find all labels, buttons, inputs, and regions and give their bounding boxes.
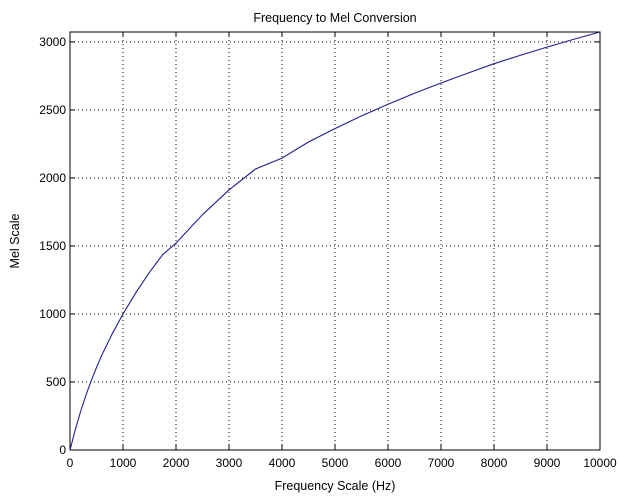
x-tick-label: 9000 [534, 456, 561, 470]
x-axis-label: Frequency Scale (Hz) [275, 479, 396, 493]
y-tick-label: 0 [59, 443, 66, 457]
x-tick-label: 5000 [322, 456, 349, 470]
y-tick-label: 2000 [39, 171, 66, 185]
chart-title: Frequency to Mel Conversion [253, 11, 416, 25]
y-tick-label: 2500 [39, 103, 66, 117]
grid [70, 32, 600, 450]
y-tick-label: 3000 [39, 35, 66, 49]
series-layer [69, 31, 601, 451]
series-line [69, 31, 601, 451]
y-tick-label: 500 [46, 375, 66, 389]
x-tick-label: 1000 [110, 456, 137, 470]
x-tick-label: 2000 [163, 456, 190, 470]
x-tick-label: 10000 [583, 456, 617, 470]
x-tick-label: 7000 [428, 456, 455, 470]
x-tick-label: 0 [67, 456, 74, 470]
x-tick-label: 6000 [375, 456, 402, 470]
plot-area [69, 31, 601, 451]
axis-ticks [69, 32, 601, 451]
x-tick-label: 3000 [216, 456, 243, 470]
x-tick-label: 4000 [269, 456, 296, 470]
y-axis-label: Mel Scale [8, 214, 22, 269]
x-tick-label: 8000 [481, 456, 508, 470]
y-tick-label: 1500 [39, 239, 66, 253]
y-tick-label: 1000 [39, 307, 66, 321]
tick-labels: 0 1000 2000 3000 4000 5000 6000 7000 8000 9000 100… [39, 35, 617, 470]
